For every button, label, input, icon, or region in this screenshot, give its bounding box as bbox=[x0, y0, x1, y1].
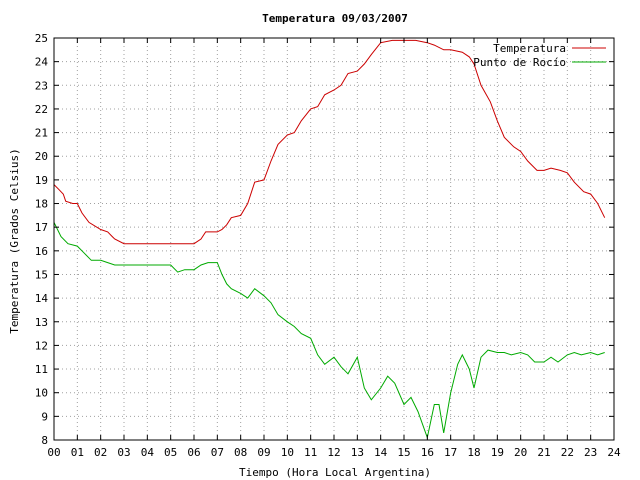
y-tick-label: 9 bbox=[41, 410, 48, 423]
y-tick-label: 12 bbox=[35, 339, 48, 352]
y-tick-label: 10 bbox=[35, 387, 48, 400]
x-tick-label: 17 bbox=[444, 446, 457, 459]
x-tick-label: 00 bbox=[47, 446, 60, 459]
y-tick-label: 16 bbox=[35, 245, 48, 258]
y-tick-label: 17 bbox=[35, 221, 48, 234]
x-tick-label: 02 bbox=[94, 446, 107, 459]
x-tick-label: 14 bbox=[374, 446, 388, 459]
axis-ticks bbox=[53, 37, 615, 441]
y-tick-label: 15 bbox=[35, 268, 48, 281]
x-tick-label: 13 bbox=[351, 446, 364, 459]
legend-label: Temperatura bbox=[493, 42, 566, 55]
series-line-temperatura bbox=[53, 39, 606, 245]
x-tick-label: 07 bbox=[211, 446, 224, 459]
y-axis-label: Temperatura (Grados Celsius) bbox=[8, 148, 21, 333]
y-tick-label: 25 bbox=[35, 32, 48, 45]
y-tick-label: 19 bbox=[35, 174, 48, 187]
x-tick-label: 23 bbox=[584, 446, 597, 459]
series-lines bbox=[53, 39, 606, 440]
x-tick-label: 03 bbox=[117, 446, 130, 459]
y-tick-label: 13 bbox=[35, 316, 48, 329]
x-tick-label: 05 bbox=[164, 446, 177, 459]
x-tick-label: 12 bbox=[327, 446, 340, 459]
y-tick-label: 14 bbox=[35, 292, 49, 305]
legend-label: Punto de Rocío bbox=[473, 56, 566, 69]
y-tick-label: 22 bbox=[35, 103, 48, 116]
x-tick-label: 01 bbox=[71, 446, 84, 459]
x-tick-label: 22 bbox=[561, 446, 574, 459]
y-tick-label: 18 bbox=[35, 198, 48, 211]
grid bbox=[54, 38, 614, 440]
x-tick-label: 11 bbox=[304, 446, 317, 459]
x-tick-labels: 00 01 02 03 04 05 06 07 08 09 10 11 12 13 14 15 16 17 18 19… bbox=[47, 446, 621, 459]
x-tick-label: 19 bbox=[491, 446, 504, 459]
x-tick-label: 21 bbox=[537, 446, 550, 459]
x-axis-label: Tiempo (Hora Local Argentina) bbox=[239, 466, 431, 479]
y-tick-label: 8 bbox=[41, 434, 48, 447]
x-tick-label: 04 bbox=[141, 446, 155, 459]
y-tick-label: 20 bbox=[35, 150, 48, 163]
y-tick-labels: 8 9 10 11 12 13 14 15 16 17 18 19 20 21 22 23 24 25 bbox=[35, 32, 49, 447]
y-tick-label: 24 bbox=[35, 56, 49, 69]
x-tick-label: 09 bbox=[257, 446, 270, 459]
x-tick-label: 10 bbox=[281, 446, 294, 459]
chart-title: Temperatura 09/03/2007 bbox=[262, 12, 408, 25]
x-tick-label: 18 bbox=[467, 446, 480, 459]
x-tick-label: 15 bbox=[397, 446, 410, 459]
y-tick-label: 11 bbox=[35, 363, 48, 376]
x-tick-label: 24 bbox=[607, 446, 621, 459]
y-tick-label: 21 bbox=[35, 127, 48, 140]
x-tick-label: 20 bbox=[514, 446, 527, 459]
x-tick-label: 06 bbox=[187, 446, 200, 459]
x-tick-label: 08 bbox=[234, 446, 247, 459]
x-tick-label: 16 bbox=[421, 446, 434, 459]
y-tick-label: 23 bbox=[35, 79, 48, 92]
series-line-punto-de-rocio bbox=[53, 222, 605, 440]
